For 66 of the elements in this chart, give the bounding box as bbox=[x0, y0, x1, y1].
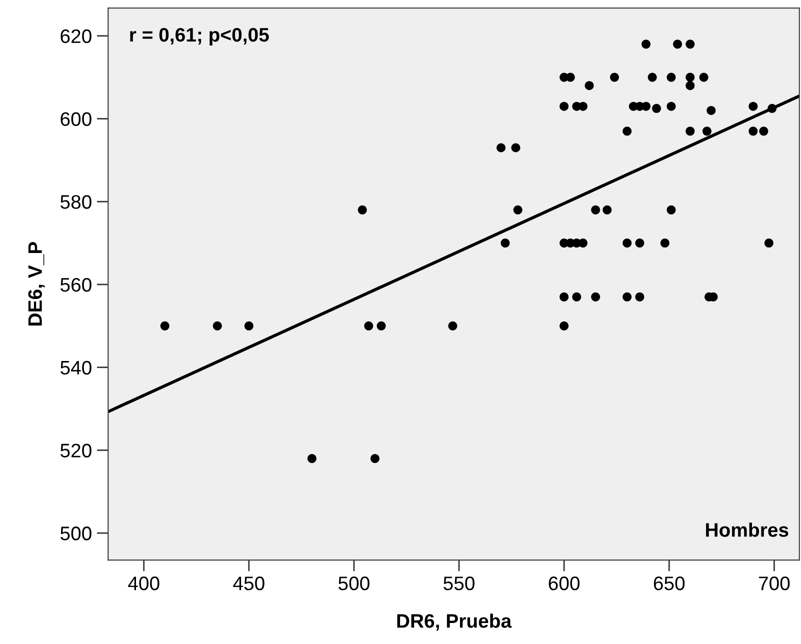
point bbox=[768, 104, 777, 113]
point bbox=[584, 81, 594, 90]
point bbox=[448, 321, 458, 330]
point bbox=[666, 205, 676, 214]
point bbox=[307, 454, 316, 464]
point bbox=[358, 205, 367, 214]
point bbox=[244, 321, 254, 330]
point bbox=[496, 143, 506, 152]
point bbox=[560, 292, 569, 302]
point bbox=[622, 238, 632, 248]
point bbox=[610, 72, 619, 82]
point bbox=[660, 238, 670, 248]
point bbox=[160, 321, 170, 330]
point bbox=[759, 126, 768, 136]
x-tick-label: 550 bbox=[444, 576, 474, 590]
x-tick-label: 700 bbox=[758, 576, 790, 590]
x-tick-label: 500 bbox=[338, 576, 370, 590]
point bbox=[702, 126, 712, 136]
y-tick-label: 520 bbox=[60, 444, 92, 458]
point bbox=[511, 143, 520, 152]
y-tick-label: 600 bbox=[60, 112, 92, 126]
y-tick-label: 540 bbox=[60, 360, 92, 375]
x-axis-title: DR6, Prueba bbox=[397, 614, 512, 631]
point bbox=[560, 321, 569, 330]
point bbox=[706, 106, 716, 115]
y-tick-label: 620 bbox=[60, 29, 92, 44]
y-tick-label: 560 bbox=[60, 278, 92, 292]
point bbox=[572, 292, 582, 302]
point bbox=[591, 292, 600, 302]
point bbox=[699, 72, 708, 82]
point bbox=[673, 40, 682, 49]
point bbox=[560, 102, 569, 111]
point bbox=[591, 205, 600, 214]
point bbox=[642, 102, 651, 111]
point bbox=[648, 72, 657, 82]
point bbox=[635, 238, 644, 248]
point bbox=[686, 81, 695, 90]
point bbox=[622, 126, 632, 136]
annotation: r = 0,61; p<0,05 bbox=[130, 28, 269, 46]
point bbox=[376, 321, 386, 330]
annotation: Hombres bbox=[706, 522, 788, 537]
y-tick-label: 580 bbox=[60, 195, 92, 209]
x-tick-label: 450 bbox=[233, 576, 264, 590]
point bbox=[748, 126, 758, 136]
y-axis-title: DE6, V_P bbox=[28, 242, 45, 326]
point bbox=[666, 102, 676, 111]
point bbox=[764, 238, 774, 248]
point bbox=[686, 126, 695, 136]
point bbox=[652, 104, 662, 113]
point bbox=[602, 205, 612, 214]
point bbox=[364, 321, 374, 330]
point bbox=[748, 102, 758, 111]
x-tick-label: 600 bbox=[548, 576, 580, 590]
point bbox=[642, 40, 651, 49]
x-tick-label: 400 bbox=[128, 576, 160, 590]
y-tick-label: 500 bbox=[60, 526, 92, 540]
point bbox=[513, 205, 522, 214]
point bbox=[666, 72, 676, 82]
point bbox=[622, 292, 632, 302]
point bbox=[370, 454, 380, 464]
point bbox=[686, 40, 695, 49]
x-tick-label: 650 bbox=[654, 576, 685, 590]
point bbox=[212, 321, 222, 330]
point bbox=[686, 72, 695, 82]
point bbox=[500, 238, 510, 248]
point bbox=[635, 292, 644, 302]
